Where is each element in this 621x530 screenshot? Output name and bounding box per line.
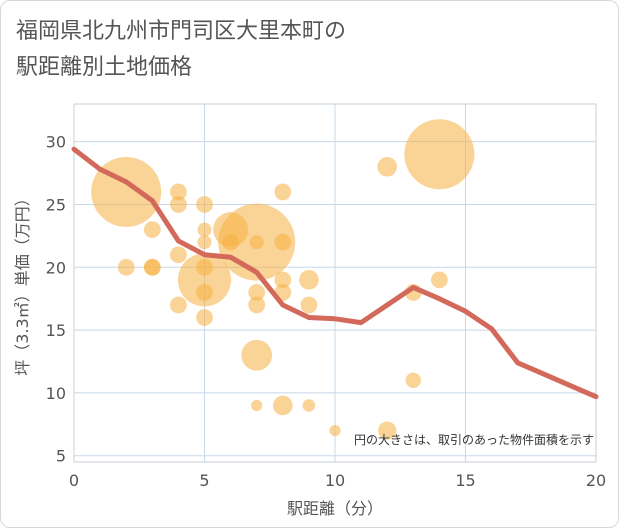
data-bubble (404, 119, 475, 190)
data-bubble (143, 258, 161, 276)
data-bubble (405, 372, 421, 389)
data-bubble (249, 235, 264, 250)
title-line-1: 福岡県北九州市門司区大里本町の (16, 19, 347, 44)
data-bubble (143, 221, 161, 239)
data-bubble (241, 339, 273, 371)
trend-line (71, 146, 599, 400)
x-tick-label: 15 (455, 471, 475, 490)
data-bubble (274, 183, 292, 201)
data-bubble (300, 296, 318, 314)
data-bubble (177, 253, 232, 307)
data-bubble (273, 395, 293, 416)
data-bubble (329, 424, 341, 437)
x-axis-label: 駅距離（分） (287, 499, 383, 518)
data-bubble (197, 222, 212, 237)
data-bubble (117, 258, 135, 276)
y-tick-label: 20 (46, 258, 66, 277)
y-tick-label: 10 (46, 384, 66, 403)
data-bubble (431, 271, 448, 289)
data-bubble (248, 296, 266, 314)
x-tick-label: 10 (325, 471, 345, 490)
data-bubble (196, 309, 213, 326)
data-bubble (274, 271, 292, 289)
data-bubble (170, 296, 187, 314)
data-bubble (196, 196, 213, 213)
x-tick-label: 0 (69, 471, 79, 490)
grid (73, 104, 597, 462)
data-bubble (248, 284, 266, 301)
title-line-2: 駅距離別土地価格 (16, 55, 193, 80)
data-bubble (377, 157, 398, 177)
x-tick-label: 5 (199, 471, 209, 490)
data-bubble (299, 270, 319, 290)
x-tick-label: 20 (586, 471, 606, 490)
plot-border (73, 103, 597, 463)
data-bubble (197, 235, 212, 250)
y-tick-label: 25 (46, 195, 66, 214)
data-bubble (274, 233, 292, 251)
data-bubble (170, 196, 187, 213)
bubbles (91, 119, 475, 440)
y-tick-label: 30 (46, 133, 66, 152)
chart-note: 円の大きさは、取引のあった物件面積を示す (354, 432, 594, 447)
data-bubble (378, 421, 397, 440)
data-bubble (170, 183, 187, 201)
data-bubble (302, 399, 316, 412)
data-bubble (196, 284, 213, 301)
y-axis-label: 坪（3.3㎡）単価（万円） (13, 190, 32, 375)
chart-title: 福岡県北九州市門司区大里本町の 駅距離別土地価格 (16, 14, 346, 86)
data-bubble (251, 399, 263, 412)
data-bubble (170, 246, 187, 264)
y-tick-label: 5 (56, 447, 66, 466)
y-tick-label: 15 (46, 321, 66, 340)
